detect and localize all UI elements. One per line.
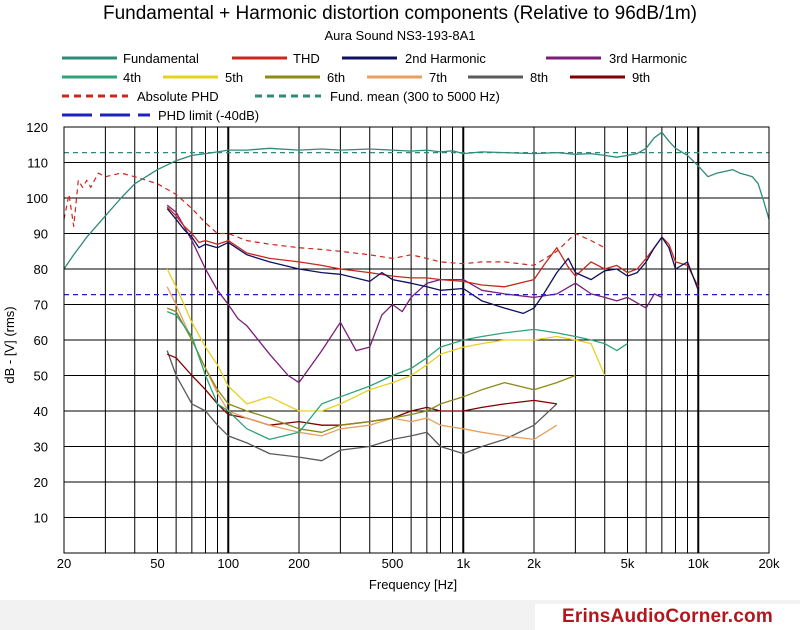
x-tick-label: 10k bbox=[688, 556, 709, 571]
series-line-7th bbox=[166, 286, 558, 441]
legend: Fundamental THD 2nd Harmonic 3rd Harmonic 4t… bbox=[62, 51, 688, 123]
legend-label: Fundamental bbox=[123, 51, 199, 66]
x-tick-label: 500 bbox=[382, 556, 404, 571]
chart-subtitle: Aura Sound NS3-193-8A1 bbox=[324, 28, 475, 43]
x-tick-label: 100 bbox=[217, 556, 239, 571]
y-axis-label: dB - [V] (rms) bbox=[2, 306, 17, 383]
series-line-5th bbox=[166, 268, 606, 412]
x-tick-label: 1k bbox=[456, 556, 470, 571]
legend-label: 7th bbox=[429, 70, 447, 85]
series-line-6th bbox=[166, 307, 576, 433]
y-tick-label: 10 bbox=[34, 511, 48, 526]
chart-title: Fundamental + Harmonic distortion compon… bbox=[103, 3, 697, 24]
legend-label: 9th bbox=[632, 70, 650, 85]
y-tick-label: 100 bbox=[26, 191, 48, 206]
series-line-fundamental bbox=[63, 131, 770, 270]
brand-box: ErinsAudioCorner.com bbox=[535, 604, 800, 630]
legend-label: THD bbox=[293, 51, 320, 66]
y-tick-label: 120 bbox=[26, 120, 48, 135]
y-tick-label: 60 bbox=[34, 333, 48, 348]
y-axis-ticks: 10 20 30 40 50 60 70 80 90 100 110 120 bbox=[26, 120, 48, 526]
x-tick-label: 2k bbox=[527, 556, 541, 571]
legend-label: 6th bbox=[327, 70, 345, 85]
y-tick-label: 40 bbox=[34, 404, 48, 419]
series-line-3rd-harmonic bbox=[166, 204, 663, 384]
series-line-9th bbox=[166, 353, 557, 426]
x-tick-label: 200 bbox=[288, 556, 310, 571]
x-tick-label: 20k bbox=[759, 556, 780, 571]
y-tick-label: 30 bbox=[34, 440, 48, 455]
legend-label: 2nd Harmonic bbox=[405, 51, 486, 66]
y-tick-label: 70 bbox=[34, 298, 48, 313]
series-line-4th bbox=[166, 310, 628, 441]
y-tick-label: 80 bbox=[34, 262, 48, 277]
x-tick-label: 20 bbox=[57, 556, 71, 571]
y-tick-label: 50 bbox=[34, 369, 48, 384]
legend-label: 4th bbox=[123, 70, 141, 85]
distortion-chart: Fundamental + Harmonic distortion compon… bbox=[2, 3, 780, 592]
legend-label: 8th bbox=[530, 70, 548, 85]
series-line-thd bbox=[166, 206, 699, 288]
x-axis-label: Frequency [Hz] bbox=[369, 577, 457, 592]
legend-label: 3rd Harmonic bbox=[609, 51, 688, 66]
legend-label: Absolute PHD bbox=[137, 89, 219, 104]
legend-label: Fund. mean (300 to 5000 Hz) bbox=[330, 89, 500, 104]
y-tick-label: 90 bbox=[34, 227, 48, 242]
plot-area bbox=[63, 131, 770, 462]
legend-label: PHD limit (-40dB) bbox=[158, 108, 259, 123]
y-tick-label: 110 bbox=[27, 156, 48, 171]
plot-frame bbox=[63, 126, 770, 554]
series-line-absolute-phd bbox=[63, 172, 605, 266]
grid bbox=[64, 127, 769, 553]
x-axis-ticks: 20 50 100 200 500 1k 2k 5k 10k 20k bbox=[57, 556, 780, 571]
series-line-8th bbox=[166, 350, 558, 462]
brand-logo-text: ErinsAudioCorner.com bbox=[562, 606, 773, 627]
series-line-2nd-harmonic bbox=[166, 208, 699, 315]
y-tick-label: 20 bbox=[34, 475, 48, 490]
x-tick-label: 50 bbox=[150, 556, 164, 571]
x-tick-label: 5k bbox=[621, 556, 635, 571]
legend-label: 5th bbox=[225, 70, 243, 85]
